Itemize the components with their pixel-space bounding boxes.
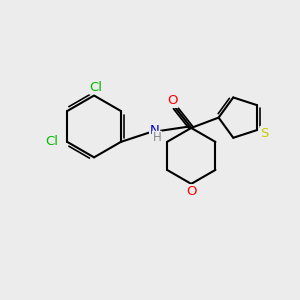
Text: S: S [260, 127, 269, 140]
Text: O: O [167, 94, 178, 107]
Text: H: H [152, 131, 161, 144]
Text: Cl: Cl [89, 81, 102, 94]
Text: N: N [150, 124, 159, 137]
Text: Cl: Cl [45, 135, 58, 148]
Text: O: O [186, 185, 196, 198]
